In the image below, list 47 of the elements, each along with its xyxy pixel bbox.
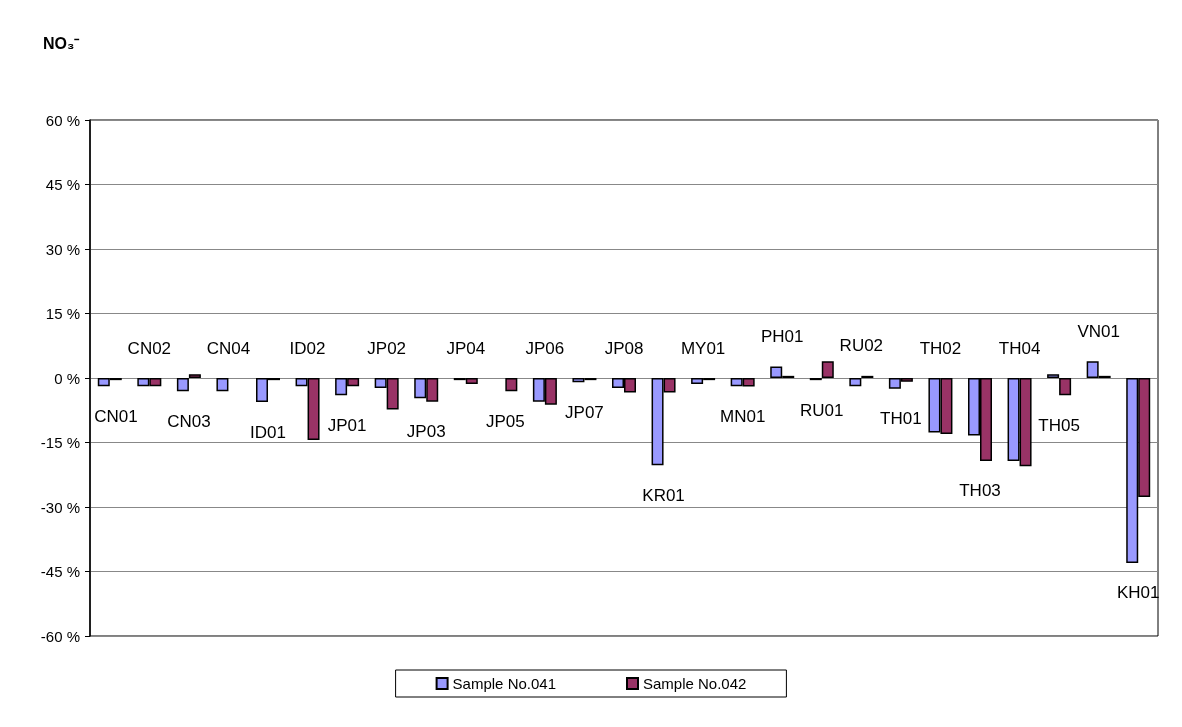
x-tick-label: JP02 [367,338,407,358]
bar [1047,374,1060,378]
y-tick-label: -60 % [40,627,80,645]
x-tick-label: CN04 [206,338,251,358]
bar [176,378,189,392]
x-tick-label: CN02 [127,338,172,358]
x-tick-label: KH01 [1116,583,1160,603]
x-tick-label: JP01 [327,415,367,435]
y-tick-label: 60 % [45,111,80,129]
bar [188,374,201,378]
y-tick-label: -30 % [40,498,80,516]
legend-label: Sample No.042 [643,675,747,692]
x-tick-label: ID01 [250,422,286,442]
x-tick-label: TH03 [959,481,1001,501]
x-tick-label: CN01 [94,406,138,426]
bar [1059,378,1072,396]
x-tick-label: MN01 [719,407,766,427]
y-tick-label: 0 % [54,369,80,387]
x-tick-label: TH05 [1038,415,1080,435]
bar [821,361,834,378]
x-tick-label: ID02 [289,338,326,358]
x-tick-label: TH02 [919,338,962,358]
bar [216,378,229,392]
x-tick-label: JP06 [525,338,565,358]
x-tick-label: JP03 [406,422,446,442]
x-tick-label: TH04 [998,338,1041,358]
x-tick-label: JP08 [604,338,644,358]
x-tick-label: RU01 [800,400,844,420]
legend-label: Sample No.041 [452,675,557,692]
x-tick-label: JP05 [485,411,525,431]
bar [505,378,518,392]
y-tick-label: 15 % [45,305,80,322]
chart-title: NO₃⁻ [43,34,81,52]
x-tick-label: TH01 [880,409,922,429]
x-tick-label: MY01 [680,338,726,358]
x-tick-label: JP07 [565,402,604,422]
x-tick-label: PH01 [760,326,804,346]
x-tick-label: RU02 [839,336,884,356]
y-tick-label: 30 % [45,240,80,258]
x-tick-label: CN03 [167,411,211,431]
y-tick-label: -45 % [40,563,80,580]
y-tick-label: -15 % [40,434,80,451]
x-tick-label: JP04 [446,338,486,358]
y-tick-label: 45 % [45,176,80,193]
x-tick-label: KR01 [642,485,685,505]
bar [849,378,862,387]
x-tick-label: VN01 [1077,321,1120,341]
